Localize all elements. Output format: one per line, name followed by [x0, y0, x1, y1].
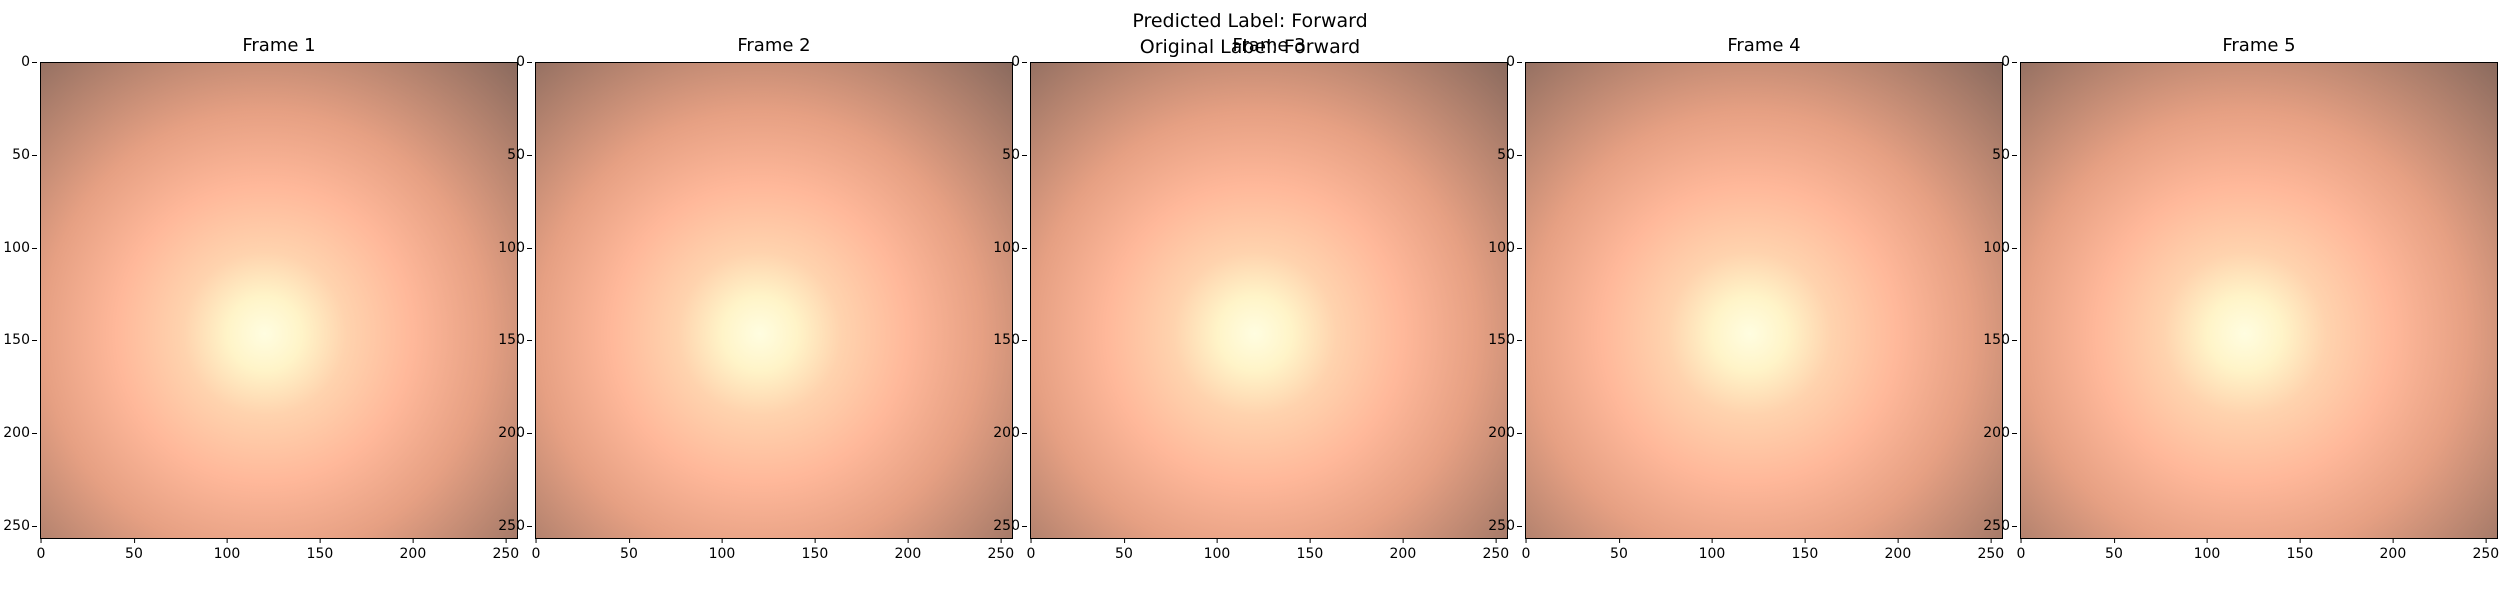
frame-panel-1: Frame 1 0 50 100 150 200 250 0 50 100 150 200 250 — [3, 0, 520, 600]
y-tick-label: 250 — [1983, 517, 2017, 534]
y-tick-label: 200 — [498, 425, 532, 442]
y-tick-label: 250 — [498, 517, 532, 534]
frame-panel-5: Frame 5 0 50 100 150 200 250 0 50 100 150 200 250 — [1983, 0, 2500, 600]
x-tick-label: 50 — [1115, 538, 1133, 562]
frame-title: Frame 5 — [2222, 35, 2296, 56]
x-tick-label: 0 — [2016, 538, 2026, 562]
x-tick-label: 200 — [399, 538, 427, 562]
x-tick-label: 0 — [1026, 538, 1036, 562]
x-tick-label: 250 — [2472, 538, 2500, 562]
y-tick-label: 150 — [1488, 332, 1522, 349]
frame-panel-4: Frame 4 0 50 100 150 200 250 0 50 100 150 200 250 — [1488, 0, 2005, 600]
y-tick-label: 150 — [1983, 332, 2017, 349]
x-tick-label: 100 — [1203, 538, 1231, 562]
x-tick-label: 50 — [1610, 538, 1628, 562]
x-tick-label: 0 — [531, 538, 541, 562]
frame-image — [2020, 62, 2498, 539]
x-tick-label: 150 — [1296, 538, 1324, 562]
frame-title: Frame 1 — [242, 35, 316, 56]
y-tick-label: 0 — [2001, 54, 2017, 70]
frame-image — [1030, 62, 1508, 539]
x-tick-label: 200 — [1884, 538, 1912, 562]
y-tick-label: 100 — [3, 239, 37, 256]
predicted-label: Predicted Label: Forward — [1132, 10, 1368, 32]
y-tick-label: 150 — [993, 332, 1027, 349]
y-tick-label: 100 — [993, 239, 1027, 256]
y-tick-label: 50 — [12, 146, 37, 163]
y-tick-label: 200 — [1488, 425, 1522, 442]
x-tick-label: 50 — [620, 538, 638, 562]
y-tick-label: 100 — [1488, 239, 1522, 256]
x-tick-label: 200 — [2379, 538, 2407, 562]
x-tick-label: 0 — [36, 538, 46, 562]
x-tick-label: 150 — [1791, 538, 1819, 562]
x-tick-label: 100 — [1698, 538, 1726, 562]
x-tick-label: 50 — [2105, 538, 2123, 562]
original-label: Original Label: Forward — [1139, 36, 1361, 58]
y-tick-label: 50 — [1992, 146, 2017, 163]
y-tick-label: 250 — [1488, 517, 1522, 534]
frame-image — [535, 62, 1013, 539]
frame-image — [1525, 62, 2003, 539]
y-tick-label: 0 — [516, 54, 532, 70]
x-tick-label: 200 — [894, 538, 922, 562]
x-tick-label: 100 — [213, 538, 241, 562]
y-tick-label: 250 — [993, 517, 1027, 534]
frame-title: Frame 3 — [1232, 35, 1306, 56]
x-tick-label: 150 — [2286, 538, 2314, 562]
y-tick-label: 50 — [1002, 146, 1027, 163]
suptitle: Predicted Label: Forward Original Label:… — [0, 8, 2500, 60]
x-tick-label: 250 — [1977, 538, 2005, 562]
frame-panel-2: Frame 2 0 50 100 150 200 250 0 50 100 150 200 250 — [498, 0, 1015, 600]
frame-image — [40, 62, 518, 539]
y-tick-label: 100 — [498, 239, 532, 256]
x-tick-label: 150 — [306, 538, 334, 562]
x-tick-label: 0 — [1521, 538, 1531, 562]
x-tick-label: 50 — [125, 538, 143, 562]
y-tick-label: 100 — [1983, 239, 2017, 256]
frame-title: Frame 4 — [1727, 35, 1801, 56]
y-tick-label: 200 — [1983, 425, 2017, 442]
x-tick-label: 150 — [801, 538, 829, 562]
y-tick-label: 0 — [21, 54, 37, 70]
y-tick-label: 250 — [3, 517, 37, 534]
y-tick-label: 200 — [3, 425, 37, 442]
x-tick-label: 250 — [987, 538, 1015, 562]
x-tick-label: 250 — [1482, 538, 1510, 562]
y-tick-label: 150 — [3, 332, 37, 349]
x-tick-label: 250 — [492, 538, 520, 562]
y-tick-label: 0 — [1506, 54, 1522, 70]
y-tick-label: 50 — [1497, 146, 1522, 163]
y-tick-label: 150 — [498, 332, 532, 349]
x-tick-label: 200 — [1389, 538, 1417, 562]
y-tick-label: 50 — [507, 146, 532, 163]
x-tick-label: 100 — [2193, 538, 2221, 562]
y-tick-label: 0 — [1011, 54, 1027, 70]
frame-title: Frame 2 — [737, 35, 811, 56]
frame-panel-3: Frame 3 0 50 100 150 200 250 0 50 100 150 200 250 — [993, 0, 1510, 600]
y-tick-label: 200 — [993, 425, 1027, 442]
x-tick-label: 100 — [708, 538, 736, 562]
